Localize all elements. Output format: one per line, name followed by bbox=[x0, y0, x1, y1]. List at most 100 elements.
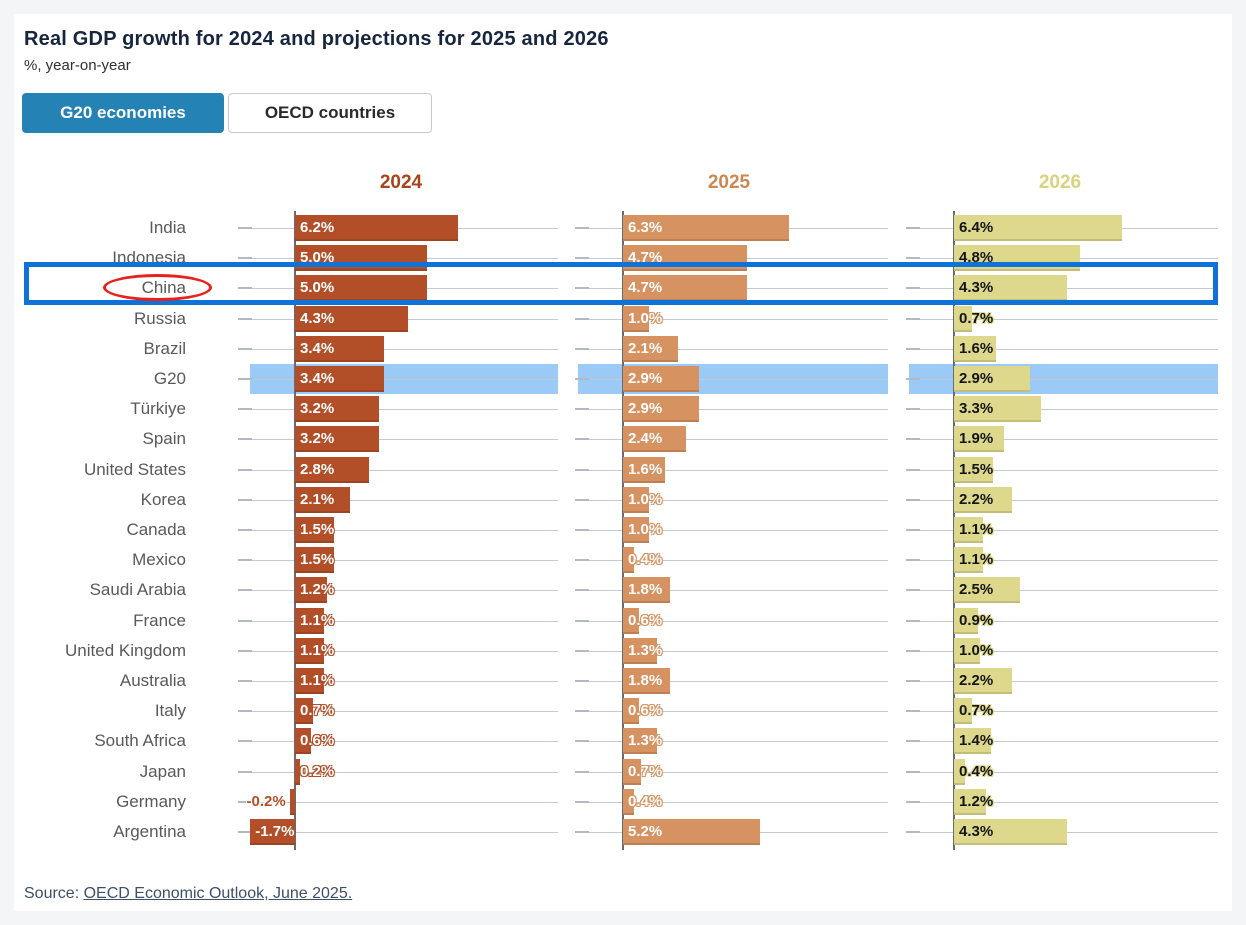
bar-2024-g20[interactable] bbox=[295, 366, 385, 392]
country-label: South Africa bbox=[94, 731, 186, 751]
bar-2026-g20[interactable] bbox=[954, 366, 1031, 392]
row-gridline bbox=[906, 650, 1218, 652]
bar-2025-saudi-arabia[interactable] bbox=[623, 577, 671, 604]
row-gridline bbox=[575, 318, 888, 320]
bar-2024-korea[interactable] bbox=[295, 486, 351, 513]
bar-2024-india[interactable] bbox=[295, 215, 459, 241]
bar-value-label: 4.8% bbox=[959, 249, 994, 267]
country-label: Russia bbox=[134, 308, 186, 328]
row-gridline bbox=[575, 409, 888, 411]
bar-2025-united-states[interactable] bbox=[623, 456, 666, 483]
bar-2024-mexico[interactable] bbox=[295, 547, 335, 574]
bar-2025-g20[interactable] bbox=[623, 366, 700, 392]
china-circle-annotation bbox=[103, 274, 212, 301]
bar-2025-spain[interactable] bbox=[623, 426, 687, 453]
bar-value-label: 1.1% bbox=[300, 672, 335, 689]
chart-card: Real GDP growth for 2024 and projections… bbox=[14, 14, 1232, 911]
bar-2025-türkiye[interactable] bbox=[623, 396, 700, 423]
bar-2026-italy[interactable] bbox=[954, 698, 973, 725]
bar-value-label: 4.7% bbox=[628, 249, 663, 267]
bar-2025-korea[interactable] bbox=[623, 486, 650, 513]
bar-2024-germany[interactable] bbox=[289, 788, 295, 815]
bar-2026-mexico[interactable] bbox=[954, 547, 983, 574]
bar-2025-russia[interactable] bbox=[623, 305, 650, 332]
bar-2026-japan[interactable] bbox=[954, 758, 965, 785]
row-gridline bbox=[575, 801, 888, 803]
bar-2026-korea[interactable] bbox=[954, 486, 1012, 513]
bar-2024-argentina[interactable] bbox=[250, 819, 295, 845]
row-gridline-tick bbox=[575, 227, 589, 229]
bar-2024-türkiye[interactable] bbox=[295, 396, 380, 423]
bar-2024-saudi-arabia[interactable] bbox=[295, 577, 327, 604]
country-label: Australia bbox=[119, 671, 186, 690]
bar-2025-brazil[interactable] bbox=[623, 335, 679, 362]
bar-2025-germany[interactable] bbox=[623, 788, 634, 815]
row-gridline-tick bbox=[906, 227, 920, 229]
bar-2024-china[interactable] bbox=[295, 275, 427, 302]
bar-value-label: -0.2% bbox=[246, 792, 286, 810]
bar-2026-south-africa[interactable] bbox=[954, 728, 991, 755]
row-gridline-tick bbox=[238, 529, 252, 531]
row-gridline bbox=[906, 409, 1218, 411]
row-gridline bbox=[575, 469, 888, 471]
bar-2026-canada[interactable] bbox=[954, 517, 983, 543]
bar-2025-south-africa[interactable] bbox=[623, 728, 658, 755]
row-gridline-tick bbox=[575, 710, 589, 713]
row-gridline-tick bbox=[238, 438, 252, 441]
bar-2025-australia[interactable] bbox=[623, 668, 671, 694]
bar-2025-italy[interactable] bbox=[623, 698, 639, 725]
bar-2025-japan[interactable] bbox=[623, 758, 642, 785]
row-gridline-tick bbox=[575, 287, 589, 290]
bar-2024-united-states[interactable] bbox=[295, 456, 369, 483]
country-label: United States bbox=[83, 459, 186, 479]
bar-2024-south-africa[interactable] bbox=[295, 728, 311, 755]
bar-2026-argentina[interactable] bbox=[954, 819, 1068, 845]
bar-2026-france[interactable] bbox=[954, 607, 978, 634]
bar-2024-italy[interactable] bbox=[295, 698, 314, 725]
chart-subtitle: %, year-on-year bbox=[24, 57, 131, 74]
row-gridline bbox=[238, 348, 558, 350]
bar-2024-brazil[interactable] bbox=[295, 335, 385, 362]
g20-economies-button[interactable]: G20 economies bbox=[22, 93, 224, 133]
bar-value-label: 1.5% bbox=[300, 521, 335, 538]
bar-2025-canada[interactable] bbox=[623, 517, 650, 543]
bar-2025-mexico[interactable] bbox=[623, 547, 634, 574]
bar-2026-india[interactable] bbox=[954, 215, 1123, 241]
bar-2025-france[interactable] bbox=[623, 607, 639, 634]
row-gridline bbox=[906, 439, 1218, 441]
oecd-countries-button[interactable]: OECD countries bbox=[228, 93, 432, 133]
bar-2026-türkiye[interactable] bbox=[954, 396, 1041, 423]
bar-2025-argentina[interactable] bbox=[623, 819, 760, 845]
row-gridline-tick bbox=[906, 317, 920, 320]
bar-2024-australia[interactable] bbox=[295, 668, 324, 694]
row-gridline-tick bbox=[238, 408, 252, 411]
bar-2024-russia[interactable] bbox=[295, 305, 409, 332]
row-gridline-tick bbox=[238, 740, 252, 743]
bar-2026-china[interactable] bbox=[954, 275, 1068, 302]
bar-2025-india[interactable] bbox=[623, 215, 789, 241]
bar-2025-united-kingdom[interactable] bbox=[623, 637, 658, 664]
bar-2026-brazil[interactable] bbox=[954, 335, 997, 362]
bar-2026-united-states[interactable] bbox=[954, 456, 994, 483]
bar-2026-germany[interactable] bbox=[954, 788, 986, 815]
bar-2025-china[interactable] bbox=[623, 275, 747, 302]
bar-2026-spain[interactable] bbox=[954, 426, 1004, 453]
row-gridline-tick bbox=[238, 317, 252, 320]
bar-2024-united-kingdom[interactable] bbox=[295, 637, 324, 664]
bar-2026-united-kingdom[interactable] bbox=[954, 637, 981, 664]
bar-2024-france[interactable] bbox=[295, 607, 324, 634]
bar-2026-australia[interactable] bbox=[954, 668, 1012, 694]
bar-value-label: 1.2% bbox=[959, 792, 994, 810]
bar-2024-spain[interactable] bbox=[295, 426, 380, 453]
row-gridline bbox=[575, 560, 888, 562]
row-gridline-tick bbox=[575, 408, 589, 411]
country-label: Saudi Arabia bbox=[89, 580, 186, 600]
country-label: Italy bbox=[154, 701, 186, 721]
column-header-2024: 2024 bbox=[379, 172, 423, 193]
row-gridline-tick bbox=[575, 468, 589, 471]
source-link[interactable]: OECD Economic Outlook, June 2025. bbox=[83, 885, 353, 902]
bar-2024-japan[interactable] bbox=[295, 758, 301, 785]
bar-2026-saudi-arabia[interactable] bbox=[954, 577, 1020, 604]
bar-2024-canada[interactable] bbox=[295, 517, 335, 543]
bar-2026-russia[interactable] bbox=[954, 305, 973, 332]
